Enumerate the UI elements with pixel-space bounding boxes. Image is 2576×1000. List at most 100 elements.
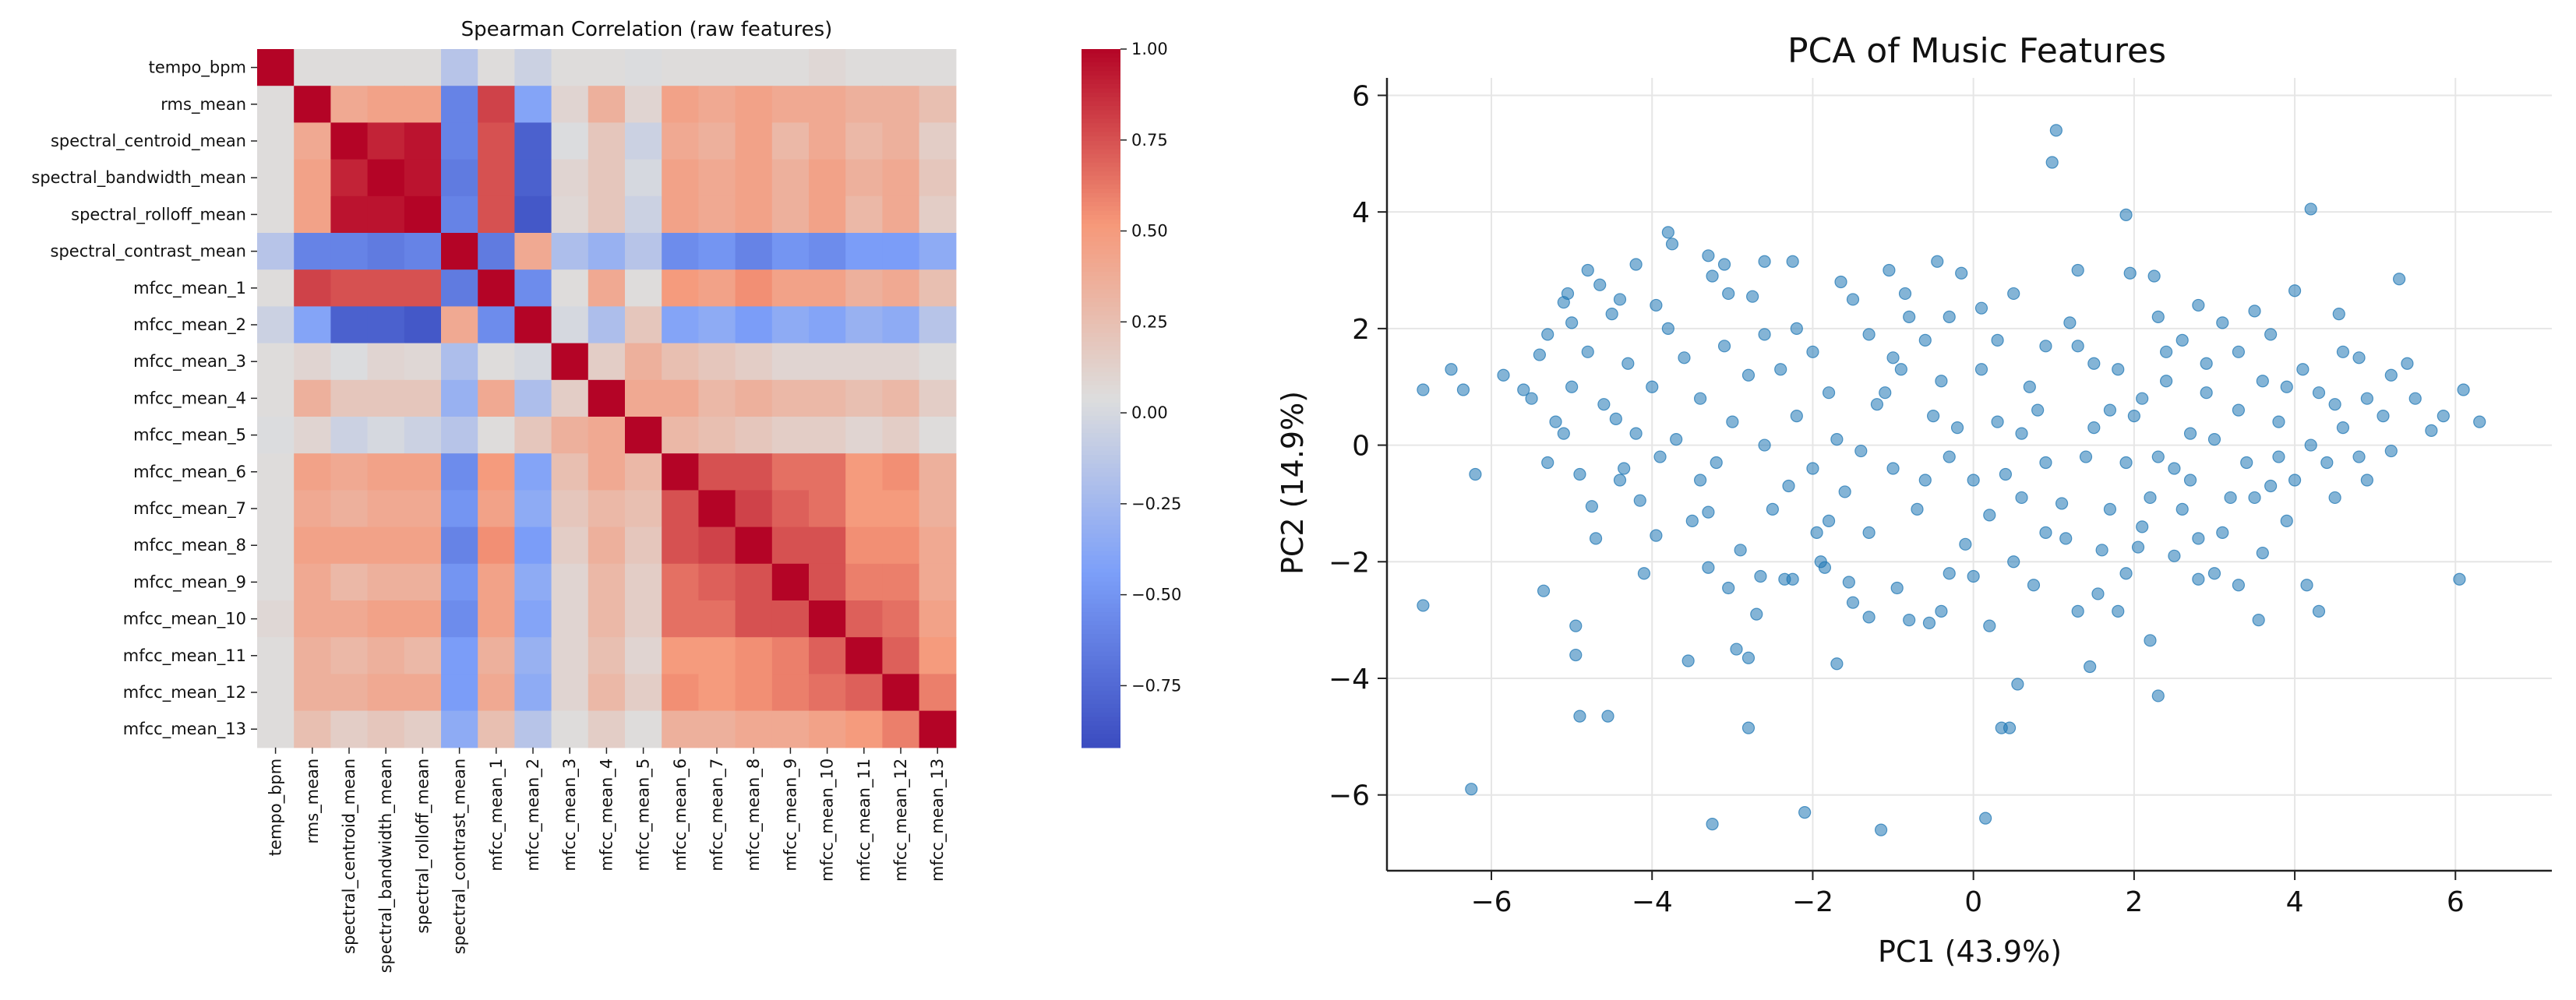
heatmap-cell — [294, 490, 331, 528]
heatmap-cell — [588, 159, 626, 197]
heatmap-cell — [698, 306, 736, 344]
heatmap-cell — [809, 710, 846, 748]
heatmap-cell — [367, 49, 405, 86]
scatter-point — [2192, 532, 2205, 545]
scatter-point — [1810, 526, 1823, 539]
heatmap-cell — [367, 233, 405, 270]
scatter-point — [2023, 380, 2036, 393]
heatmap-cell — [551, 122, 589, 160]
heatmap-cell — [625, 637, 662, 674]
heatmap-row-labels: tempo_bpm rms_mean spectral_centroid_means… — [31, 58, 257, 739]
heatmap-cell — [809, 379, 846, 417]
heatmap-cell — [735, 710, 773, 748]
colorbar-segment — [1082, 612, 1120, 618]
heatmap-cell — [919, 674, 957, 712]
scatter-point — [2336, 345, 2350, 358]
scatter-x-tick-label: 4 — [2286, 886, 2304, 918]
scatter-point — [2207, 432, 2221, 446]
heatmap-cell — [662, 563, 699, 601]
heatmap-cell — [698, 600, 736, 638]
heatmap-cell — [330, 122, 369, 160]
heatmap-cell — [698, 490, 736, 528]
heatmap-row-label: spectral_centroid_mean — [51, 132, 246, 151]
heatmap-column-label: mfcc_mean_2 — [524, 759, 543, 871]
scatter-point — [2192, 572, 2205, 586]
heatmap-cell — [514, 159, 552, 197]
heatmap-cell — [662, 306, 699, 344]
heatmap-cell — [882, 417, 920, 454]
heatmap-cell — [845, 453, 883, 491]
heatmap-cell — [809, 86, 846, 123]
scatter-point — [1706, 269, 1719, 283]
colorbar-segment — [1082, 262, 1120, 268]
scatter-point — [1469, 467, 1482, 481]
scatter-point — [2248, 305, 2261, 318]
scatter-point — [1991, 415, 2004, 428]
colorbar-segment — [1082, 725, 1120, 731]
scatter-point — [2352, 351, 2366, 364]
scatter-point — [2183, 474, 2197, 487]
heatmap-cell — [404, 490, 442, 528]
colorbar-segment — [1082, 171, 1120, 177]
scatter-point — [1790, 410, 1803, 423]
heatmap-cell — [588, 195, 626, 234]
colorbar-segment — [1082, 380, 1120, 386]
heatmap-cell — [441, 674, 478, 712]
colorbar-segment — [1082, 472, 1120, 477]
heatmap-cell — [367, 674, 405, 712]
heatmap-cell — [662, 600, 699, 638]
heatmap-cell — [404, 343, 442, 381]
colorbar-segment — [1082, 184, 1120, 190]
colorbar-segment — [1082, 730, 1120, 735]
colorbar-segment — [1082, 302, 1120, 308]
scatter-point — [1646, 380, 1659, 393]
heatmap-column-label: spectral_centroid_mean — [340, 759, 359, 954]
heatmap-cell — [404, 710, 442, 748]
scatter-point — [2473, 415, 2486, 428]
heatmap-cell — [845, 674, 883, 712]
scatter-point — [2031, 403, 2045, 417]
heatmap-cell — [771, 122, 810, 160]
scatter-point — [1741, 651, 1756, 664]
scatter-point — [2055, 497, 2069, 510]
heatmap-cell — [441, 159, 478, 197]
colorbar-tick-label: 0.00 — [1131, 403, 1168, 422]
heatmap-cell — [882, 710, 920, 748]
scatter-point — [2039, 340, 2052, 353]
scatter-point — [2015, 491, 2028, 505]
heatmap-cell — [845, 49, 883, 86]
heatmap-cell — [771, 269, 810, 307]
colorbar-segment — [1082, 463, 1120, 469]
colorbar-segment — [1082, 97, 1120, 102]
colorbar-segment — [1082, 590, 1120, 596]
scatter-point — [2045, 156, 2059, 169]
colorbar-segment — [1082, 695, 1120, 700]
heatmap-cell — [882, 233, 920, 270]
scatter-point — [1758, 438, 1771, 452]
scatter-point — [1541, 456, 1554, 470]
scatter-point — [2087, 421, 2101, 435]
scatter-point — [2272, 450, 2285, 463]
scatter-point — [1822, 386, 1836, 400]
heatmap-cell — [625, 453, 662, 491]
scatter-point — [1883, 263, 1896, 277]
heatmap-cell — [404, 306, 442, 344]
colorbar-segment — [1082, 690, 1120, 696]
heatmap-cell — [809, 343, 846, 381]
colorbar-segment — [1082, 546, 1120, 552]
scatter-point — [2168, 462, 2181, 475]
heatmap-column-label: mfcc_mean_12 — [891, 759, 911, 882]
heatmap-cell — [771, 417, 810, 454]
heatmap-cell — [441, 86, 478, 123]
scatter-point — [1931, 255, 1944, 268]
heatmap-cell — [625, 233, 662, 270]
heatmap-cell — [662, 343, 699, 381]
heatmap-cell — [551, 195, 589, 234]
colorbar-segment — [1082, 437, 1120, 443]
heatmap-cell — [845, 269, 883, 307]
scatter-point — [2007, 287, 2020, 301]
heatmap-cell — [404, 600, 442, 638]
heatmap-cell — [809, 563, 846, 601]
heatmap-cell — [478, 233, 515, 270]
